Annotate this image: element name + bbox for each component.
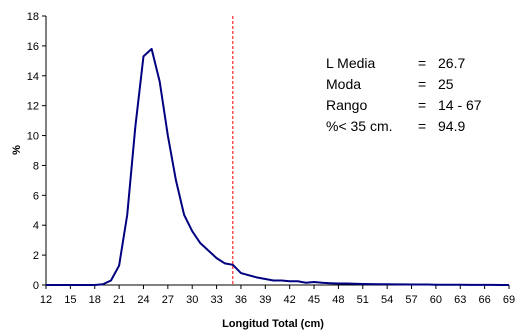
stat-equals: = [418,55,426,71]
y-tick-label: 10 [27,131,39,143]
x-tick-label: 69 [503,294,515,306]
y-axis-title: % [11,145,23,155]
x-tick-label: 54 [381,294,393,306]
stat-value: 25 [438,76,454,92]
x-tick-label: 57 [405,294,417,306]
x-tick-label: 66 [479,294,491,306]
x-tick-label: 45 [308,294,320,306]
x-tick-label: 48 [332,294,344,306]
x-axis-title: Longitud Total (cm) [222,318,324,330]
y-tick-label: 6 [33,190,39,202]
y-tick-label: 8 [33,160,39,172]
x-tick-label: 60 [430,294,442,306]
stat-label: L Media [326,55,376,71]
x-tick-label: 42 [284,294,296,306]
stat-label: %< 35 cm. [326,118,393,134]
stat-value: 94.9 [438,118,465,134]
x-tick-label: 51 [357,294,369,306]
y-tick-label: 12 [27,101,39,113]
x-tick-label: 36 [235,294,247,306]
y-tick-label: 14 [27,71,39,83]
x-tick-label: 24 [137,294,149,306]
x-tick-label: 27 [162,294,174,306]
x-tick-label: 39 [259,294,271,306]
stat-label: Rango [326,97,367,113]
stat-equals: = [418,97,426,113]
y-tick-label: 4 [33,220,39,232]
x-tick-label: 30 [186,294,198,306]
x-tick-label: 21 [113,294,125,306]
series-group [46,47,509,286]
x-tick-label: 33 [210,294,222,306]
stat-value: 14 - 67 [438,97,482,113]
y-tick-label: 18 [27,11,39,23]
y-tick-label: 16 [27,41,39,53]
x-axis-ticks: 12 15 18 21 24 27 30 33 36 39 42 45 48 51 54 57 60 63 66 69 [40,285,515,306]
stat-equals: = [418,118,426,134]
stat-label: Moda [326,76,361,92]
x-tick-label: 63 [454,294,466,306]
y-axis-ticks: 0 2 4 6 8 10 12 14 16 18 [27,11,46,292]
y-tick-label: 0 [33,280,39,292]
length-frequency-line [46,47,509,286]
x-tick-label: 18 [89,294,101,306]
stats-annotation: L Media = 26.7 Moda = 25 Rango = 14 - 67 %< 35 cm… [326,55,482,134]
x-tick-label: 12 [40,294,52,306]
x-tick-label: 15 [64,294,76,306]
y-tick-label: 2 [33,250,39,262]
stat-value: 26.7 [438,55,465,71]
stat-equals: = [418,76,426,92]
